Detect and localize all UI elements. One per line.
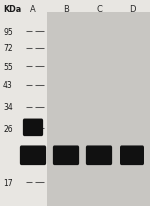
FancyBboxPatch shape — [23, 119, 43, 136]
Text: B: B — [63, 5, 69, 14]
Text: KDa: KDa — [3, 5, 21, 14]
FancyBboxPatch shape — [86, 146, 112, 165]
Text: 17: 17 — [3, 178, 13, 187]
FancyBboxPatch shape — [120, 146, 144, 165]
FancyBboxPatch shape — [53, 146, 79, 165]
Text: C: C — [96, 5, 102, 14]
FancyBboxPatch shape — [46, 13, 150, 206]
Text: 43: 43 — [3, 81, 13, 90]
Text: D: D — [129, 5, 135, 14]
Text: 26: 26 — [3, 124, 13, 133]
Text: 55: 55 — [3, 62, 13, 71]
Text: 34: 34 — [3, 103, 13, 112]
Text: 95: 95 — [3, 27, 13, 36]
Text: A: A — [30, 5, 36, 14]
FancyBboxPatch shape — [20, 146, 46, 165]
Text: 72: 72 — [3, 44, 13, 53]
